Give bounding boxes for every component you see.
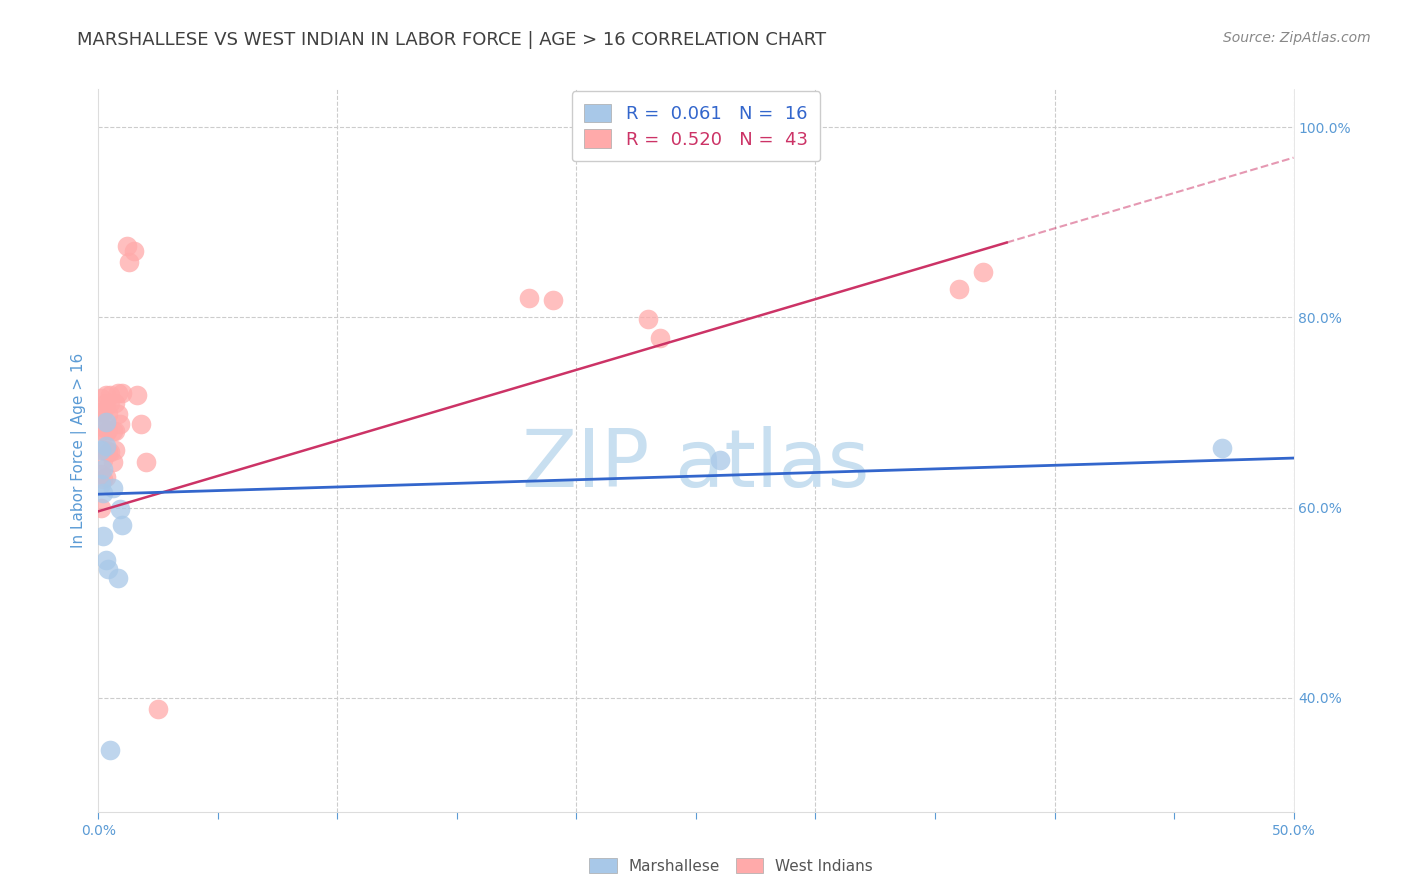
Point bbox=[709, 453, 731, 467]
Point bbox=[94, 470, 117, 484]
Point bbox=[104, 396, 127, 410]
Point bbox=[104, 443, 127, 458]
Point bbox=[91, 462, 114, 476]
Text: Source: ZipAtlas.com: Source: ZipAtlas.com bbox=[1223, 31, 1371, 45]
Point bbox=[90, 391, 112, 405]
Point bbox=[118, 255, 141, 269]
Point bbox=[108, 502, 131, 516]
Point bbox=[90, 405, 112, 419]
Point bbox=[115, 239, 138, 253]
Point bbox=[108, 417, 131, 431]
Point bbox=[90, 467, 112, 482]
Point bbox=[94, 415, 117, 429]
Point bbox=[98, 396, 122, 410]
Point bbox=[98, 743, 122, 757]
Point bbox=[90, 443, 112, 458]
Point bbox=[1211, 441, 1233, 455]
Point bbox=[101, 482, 124, 496]
Text: MARSHALLESE VS WEST INDIAN IN LABOR FORCE | AGE > 16 CORRELATION CHART: MARSHALLESE VS WEST INDIAN IN LABOR FORC… bbox=[77, 31, 827, 49]
Legend: Marshallese, West Indians: Marshallese, West Indians bbox=[583, 852, 879, 880]
Point bbox=[94, 553, 117, 567]
Point bbox=[637, 312, 659, 326]
Legend: R =  0.061   N =  16, R =  0.520   N =  43: R = 0.061 N = 16, R = 0.520 N = 43 bbox=[572, 91, 820, 161]
Point bbox=[98, 445, 122, 459]
Point bbox=[98, 388, 122, 402]
Point bbox=[91, 529, 114, 543]
Point bbox=[94, 388, 117, 402]
Point bbox=[91, 443, 114, 458]
Text: ZIP atlas: ZIP atlas bbox=[522, 425, 870, 504]
Point bbox=[91, 419, 114, 434]
Point bbox=[94, 443, 117, 458]
Point bbox=[125, 388, 148, 402]
Y-axis label: In Labor Force | Age > 16: In Labor Force | Age > 16 bbox=[72, 353, 87, 548]
Point bbox=[90, 500, 112, 515]
Point bbox=[91, 472, 114, 486]
Point bbox=[541, 293, 564, 308]
Point bbox=[91, 405, 114, 419]
Point bbox=[648, 331, 672, 345]
Point bbox=[107, 386, 129, 401]
Point bbox=[91, 486, 114, 500]
Point bbox=[97, 423, 120, 437]
Point bbox=[124, 244, 146, 258]
Point bbox=[948, 282, 970, 296]
Point bbox=[97, 562, 120, 576]
Point bbox=[91, 453, 114, 467]
Point bbox=[94, 439, 117, 453]
Point bbox=[517, 291, 540, 305]
Point bbox=[131, 417, 153, 431]
Point bbox=[94, 426, 117, 441]
Point bbox=[101, 455, 124, 469]
Point bbox=[101, 425, 124, 439]
Point bbox=[90, 476, 112, 491]
Point bbox=[972, 265, 994, 279]
Point bbox=[111, 517, 134, 532]
Point bbox=[107, 571, 129, 585]
Point bbox=[94, 396, 117, 410]
Point bbox=[148, 702, 170, 716]
Point bbox=[111, 386, 134, 401]
Point bbox=[135, 455, 157, 469]
Point bbox=[97, 445, 120, 459]
Point bbox=[90, 425, 112, 439]
Point bbox=[107, 407, 129, 422]
Point bbox=[97, 407, 120, 422]
Point bbox=[104, 425, 127, 439]
